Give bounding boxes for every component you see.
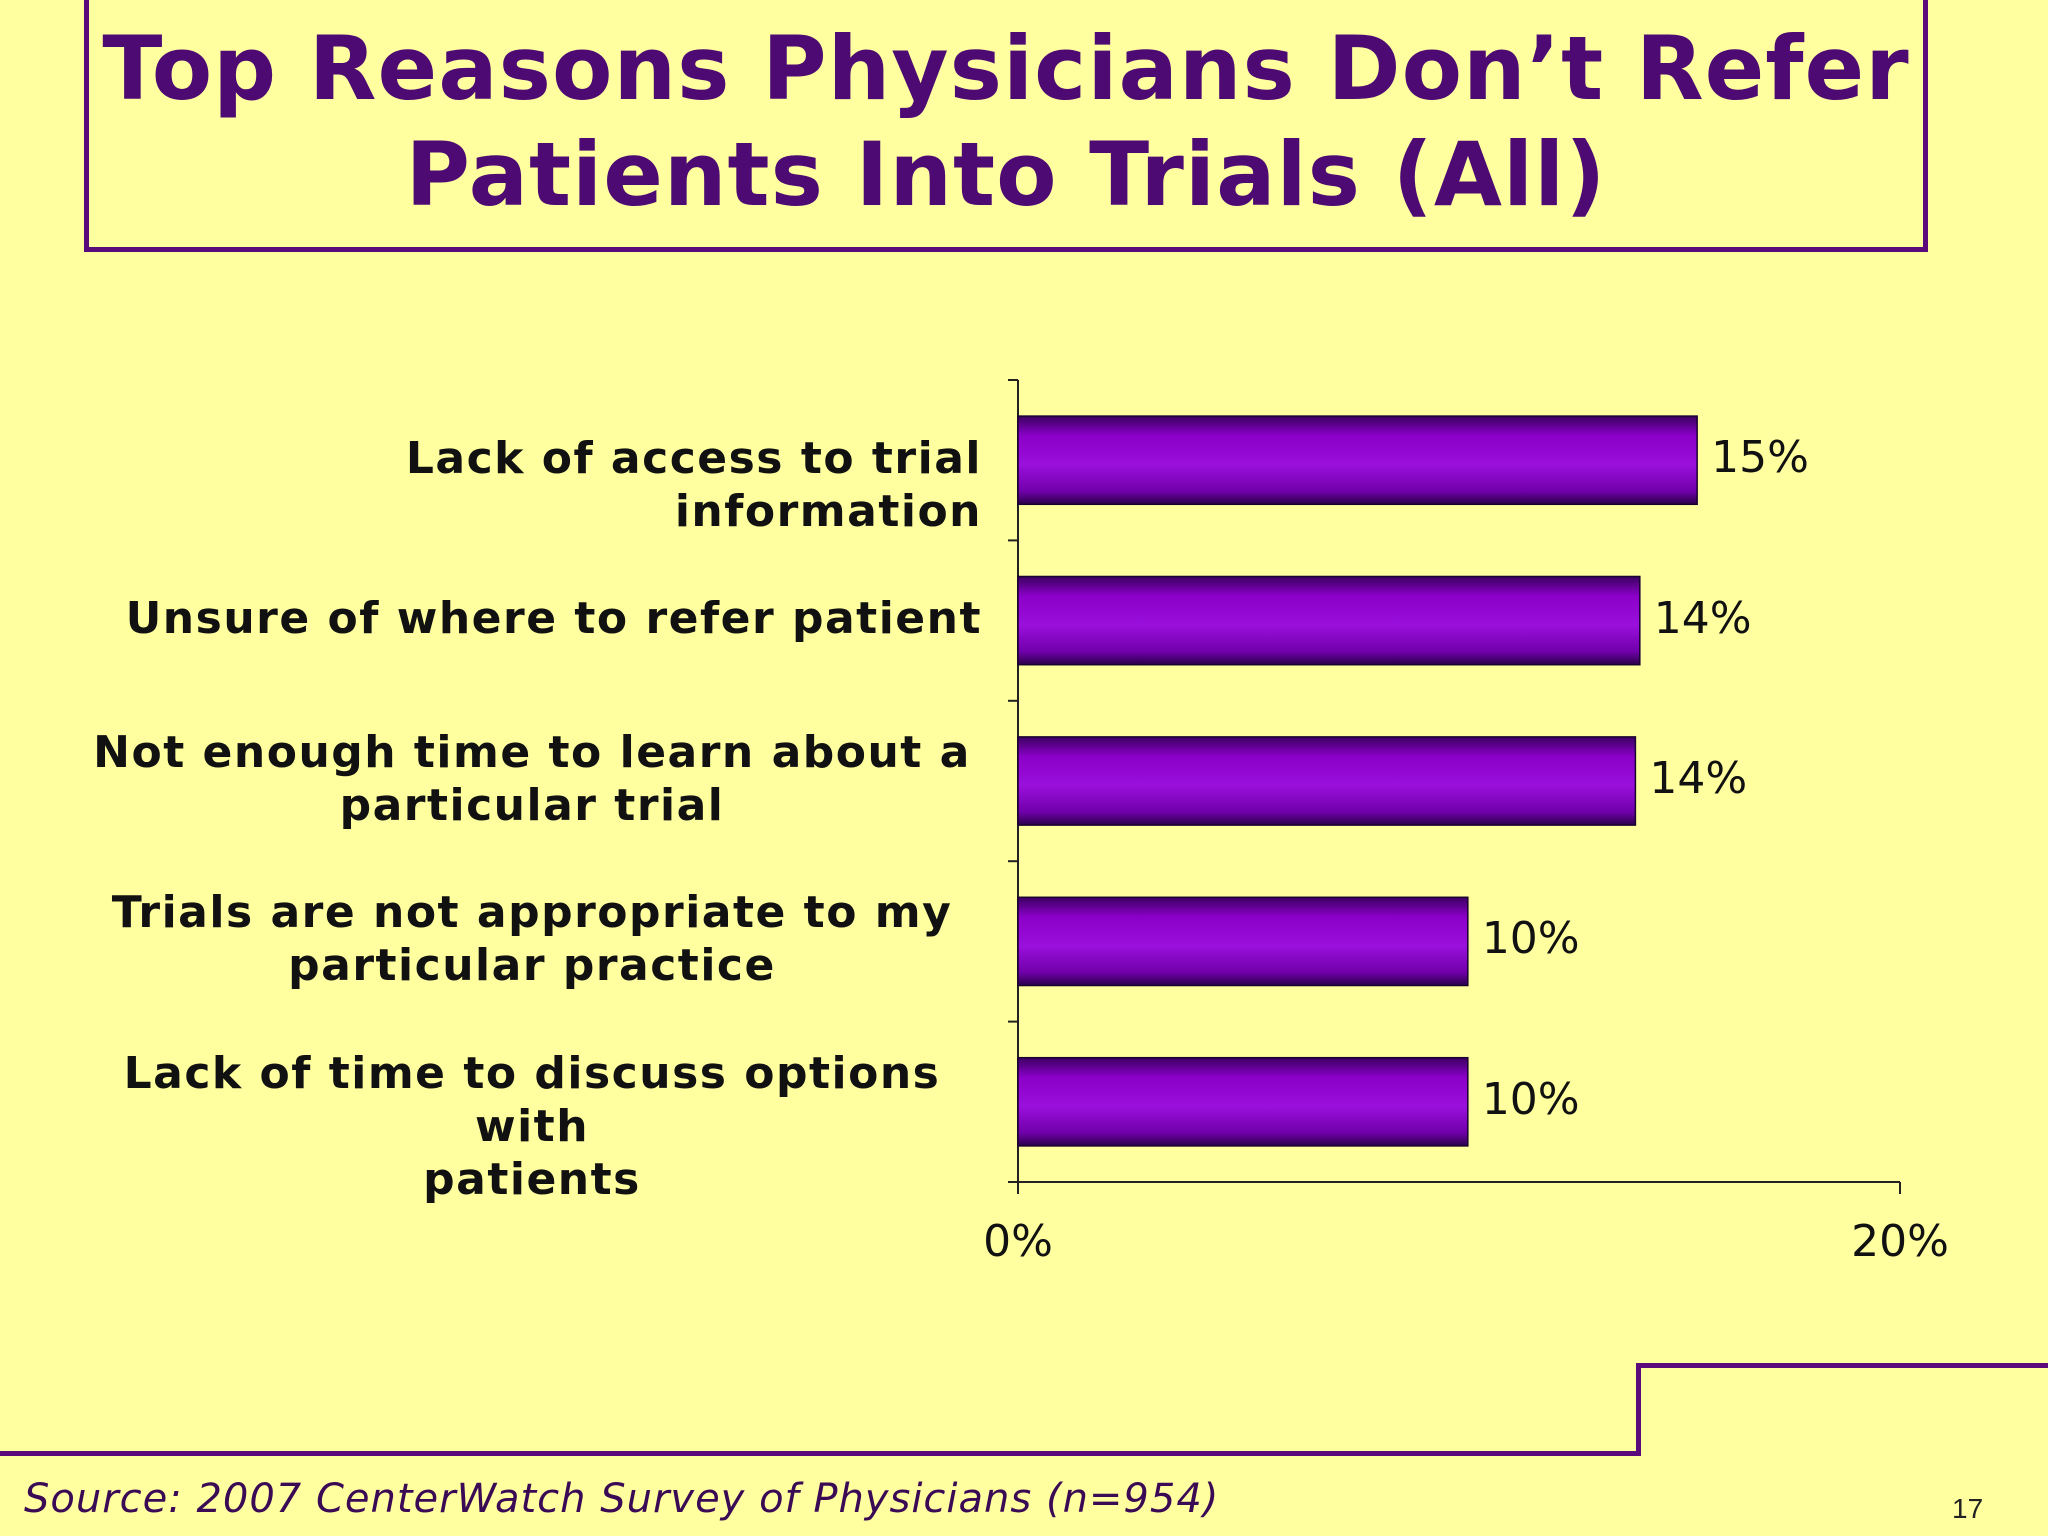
bar-value-label: 15% — [1711, 432, 1809, 484]
category-label-line: Lack of time to discuss options with — [123, 1047, 941, 1152]
bar — [1017, 1056, 1469, 1147]
x-tick-label: 20% — [1851, 1216, 1949, 1267]
title-line-2: Patients Into Trials (All) — [405, 123, 1607, 226]
bar — [1017, 575, 1641, 666]
category-label: Lack of access to trial information — [82, 432, 982, 538]
category-label: Trials are not appropriate to my particul… — [82, 886, 982, 992]
title-line-1: Top Reasons Physicians Don’t Refer — [102, 17, 1910, 120]
category-label-line: patients — [423, 1153, 641, 1205]
footer-divider-left — [0, 1451, 1640, 1456]
bar — [1017, 896, 1469, 987]
category-label-line: particular trial — [339, 780, 725, 831]
category-label: Unsure of where to refer patient — [82, 592, 982, 645]
source-note: Source: 2007 CenterWatch Survey of Physi… — [24, 1476, 1220, 1522]
category-label-line: Trials are not appropriate to my — [111, 887, 953, 939]
bar-value-label: 14% — [1649, 753, 1748, 804]
footer-divider-right — [1636, 1363, 2048, 1368]
category-label-line: particular practice — [288, 940, 776, 992]
page-number: 17 — [1952, 1493, 1984, 1524]
bar-value-label: 10% — [1481, 913, 1580, 965]
category-label-line: Not enough time to learn about a — [93, 727, 971, 778]
bar — [1017, 736, 1637, 826]
category-label: Not enough time to learn about a particul… — [82, 726, 982, 832]
bar-value-label: 14% — [1653, 592, 1752, 644]
title-frame: Top Reasons Physicians Don’t Refer Patie… — [84, 0, 1928, 252]
category-label-line: Lack of access to trial information — [405, 432, 982, 537]
x-tick-label: 0% — [983, 1216, 1053, 1267]
bar — [1017, 415, 1698, 506]
footer-divider-step — [1636, 1363, 1641, 1456]
slide-title: Top Reasons Physicians Don’t Refer Patie… — [89, 16, 1923, 228]
bar-value-label: 10% — [1481, 1073, 1580, 1125]
category-label-line: Unsure of where to refer patient — [125, 593, 982, 645]
category-label: Lack of time to discuss options with pati… — [82, 1047, 982, 1206]
